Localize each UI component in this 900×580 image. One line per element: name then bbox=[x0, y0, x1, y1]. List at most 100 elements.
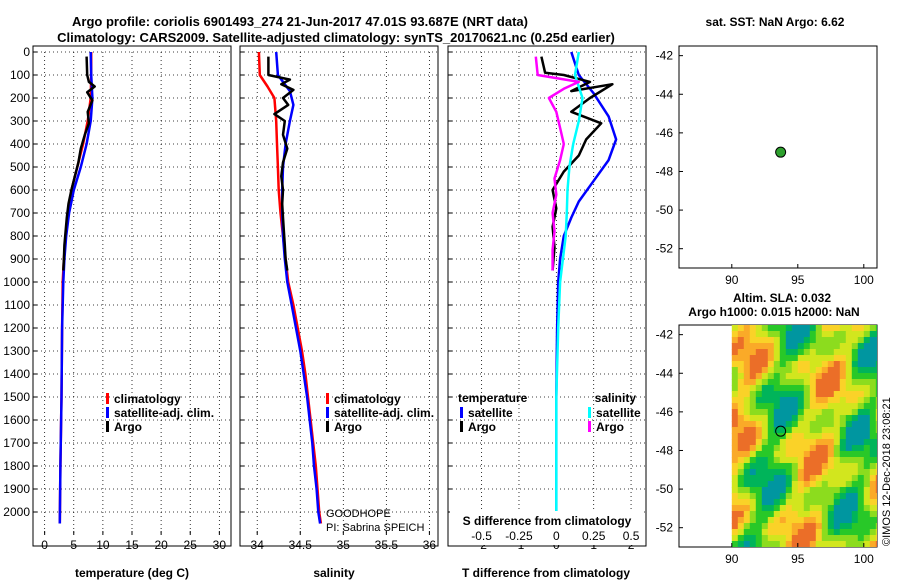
heatmap-cell bbox=[731, 487, 739, 494]
heatmap-cell bbox=[779, 541, 787, 547]
heatmap-cell bbox=[827, 511, 835, 518]
heatmap-cell bbox=[749, 541, 757, 547]
legend-swatch-climatology bbox=[106, 393, 109, 404]
heatmap-cell bbox=[743, 529, 751, 536]
heatmap-cell bbox=[731, 349, 739, 356]
heatmap-cell bbox=[803, 373, 811, 380]
heatmap-cell bbox=[779, 373, 787, 380]
temperature-plot-area: 0 5 10 15 20 25 300100200300400500600700800900… bbox=[3, 45, 231, 552]
heatmap-cell bbox=[791, 457, 799, 464]
heatmap-cell bbox=[827, 385, 835, 392]
heatmap-cell bbox=[791, 541, 799, 547]
heatmap-cell bbox=[851, 469, 859, 476]
heatmap-cell bbox=[845, 481, 853, 488]
heatmap-cell bbox=[845, 391, 853, 398]
heatmap-cell bbox=[821, 451, 829, 458]
heatmap-cell bbox=[821, 367, 829, 374]
heatmap-cell bbox=[749, 331, 757, 338]
heatmap-cell bbox=[827, 451, 835, 458]
heatmap-cell bbox=[875, 373, 877, 380]
heatmap-cell bbox=[779, 421, 787, 428]
heatmap-cell bbox=[857, 337, 865, 344]
heatmap-cell bbox=[857, 529, 865, 536]
heatmap-cell bbox=[857, 499, 865, 506]
heatmap-cell bbox=[857, 325, 865, 332]
heatmap-cell bbox=[773, 349, 781, 356]
heatmap-cell bbox=[827, 331, 835, 338]
heatmap-cell bbox=[737, 463, 745, 470]
heatmap-cell bbox=[791, 349, 799, 356]
heatmap-cell bbox=[869, 457, 877, 464]
heatmap-cell bbox=[827, 517, 835, 524]
heatmap-cell bbox=[857, 343, 865, 350]
heatmap-cell bbox=[809, 541, 817, 547]
heatmap-cell bbox=[809, 493, 817, 500]
x2-tick-label: -0.5 bbox=[471, 529, 492, 543]
heatmap-cell bbox=[857, 457, 865, 464]
heatmap-cell bbox=[827, 475, 835, 482]
x-tick-label: 100 bbox=[854, 273, 874, 287]
heatmap-cell bbox=[773, 391, 781, 398]
heatmap-cell bbox=[851, 379, 859, 386]
x-tick-label: 15 bbox=[125, 538, 139, 552]
heatmap-cell bbox=[773, 379, 781, 386]
heatmap-cell bbox=[827, 355, 835, 362]
heatmap-cell bbox=[803, 343, 811, 350]
heatmap-cell bbox=[833, 343, 841, 350]
heatmap-cell bbox=[755, 481, 763, 488]
heatmap-cell bbox=[737, 385, 745, 392]
heatmap-cell bbox=[815, 475, 823, 482]
heatmap-cell bbox=[851, 511, 859, 518]
y-tick-label: -50 bbox=[656, 203, 674, 217]
heatmap-cell bbox=[857, 511, 865, 518]
heatmap-cell bbox=[851, 439, 859, 446]
heatmap-cell bbox=[791, 469, 799, 476]
heatmap-cell bbox=[827, 481, 835, 488]
heatmap-cell bbox=[749, 481, 757, 488]
heatmap-cell bbox=[791, 373, 799, 380]
heatmap-cell bbox=[851, 421, 859, 428]
heatmap-cell bbox=[773, 463, 781, 470]
heatmap-cell bbox=[743, 325, 751, 332]
heatmap-cell bbox=[821, 403, 829, 410]
heatmap-cell bbox=[797, 433, 805, 440]
heatmap-cell bbox=[809, 439, 817, 446]
heatmap-cell bbox=[761, 367, 769, 374]
heatmap-cell bbox=[737, 481, 745, 488]
heatmap-cell bbox=[803, 517, 811, 524]
heatmap-cell bbox=[875, 325, 877, 332]
heatmap-cell bbox=[785, 499, 793, 506]
heatmap-cell bbox=[779, 475, 787, 482]
heatmap-cell bbox=[863, 433, 871, 440]
heatmap-cell bbox=[737, 343, 745, 350]
heatmap-cell bbox=[863, 475, 871, 482]
y-tick-label: 1700 bbox=[3, 436, 30, 450]
heatmap-cell bbox=[869, 325, 877, 332]
heatmap-cell bbox=[821, 523, 829, 530]
heatmap-cell bbox=[779, 379, 787, 386]
heatmap-cell bbox=[869, 463, 877, 470]
heatmap-cell bbox=[815, 355, 823, 362]
heatmap-cell bbox=[869, 535, 877, 542]
heatmap-cell bbox=[821, 487, 829, 494]
heatmap-cell bbox=[797, 337, 805, 344]
heatmap-cell bbox=[731, 511, 739, 518]
heatmap-cell bbox=[833, 451, 841, 458]
heatmap-cell bbox=[833, 529, 841, 536]
heatmap-cell bbox=[791, 343, 799, 350]
heatmap-cell bbox=[737, 451, 745, 458]
legend-label-climatology: climatology bbox=[334, 392, 401, 406]
heatmap-cell bbox=[797, 523, 805, 530]
heatmap-cell bbox=[803, 433, 811, 440]
heatmap-cell bbox=[803, 487, 811, 494]
heatmap-cell bbox=[833, 331, 841, 338]
heatmap-cell bbox=[749, 337, 757, 344]
legend-label-s-argo: Argo bbox=[596, 420, 624, 434]
heatmap-cell bbox=[785, 397, 793, 404]
heatmap-cell bbox=[875, 475, 877, 482]
heatmap-cell bbox=[761, 421, 769, 428]
heatmap-cell bbox=[791, 397, 799, 404]
heatmap-cell bbox=[869, 379, 877, 386]
argo-location-marker bbox=[775, 146, 787, 158]
